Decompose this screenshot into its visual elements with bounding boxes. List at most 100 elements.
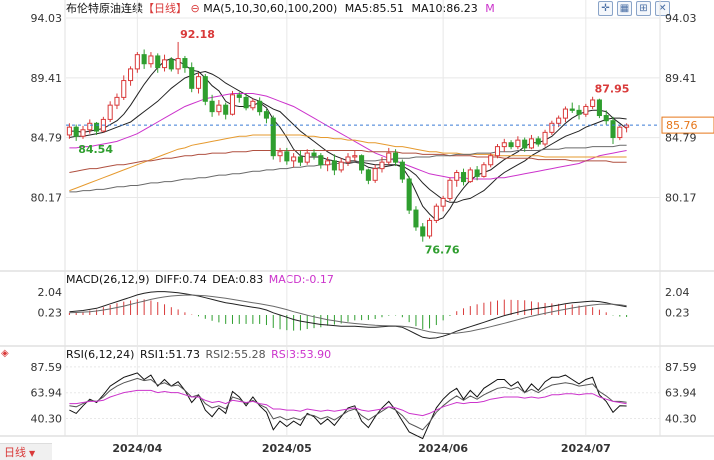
ma5-value: MA5:85.51	[344, 2, 404, 15]
rsi-y-tick-label-right: 40.30	[665, 413, 697, 426]
candle-body	[590, 99, 596, 107]
macd-y-tick-label-right: 0.23	[665, 306, 690, 319]
x-tick-label: 2024/05	[262, 442, 312, 455]
more-ma-toggle[interactable]: M	[485, 2, 495, 15]
crosshair-icon[interactable]: ✛	[598, 1, 613, 16]
candle-body	[440, 197, 446, 207]
candle-body	[216, 104, 222, 113]
settings-icon[interactable]: ⊖	[190, 2, 200, 15]
price-y-tick-label-right: 94.03	[665, 12, 697, 25]
period-button[interactable]: 日线 ▼	[4, 444, 35, 460]
candle-body	[617, 126, 623, 139]
period-button-label: 日线	[4, 446, 26, 459]
x-tick-label: 2024/07	[561, 442, 611, 455]
candle-body	[379, 161, 385, 170]
candle-body	[263, 111, 269, 119]
current-price-label: 85.76	[666, 119, 698, 132]
rsi-y-tick-label: 87.59	[31, 361, 63, 374]
close-icon[interactable]: ✕	[655, 1, 670, 16]
candle-body	[243, 96, 249, 109]
candle-body	[427, 219, 433, 237]
candle-body	[318, 155, 324, 166]
candle-body	[284, 151, 290, 162]
candle-body	[128, 68, 134, 82]
candle-body	[508, 142, 514, 148]
macd-params: MACD(26,12,9)	[66, 273, 150, 286]
candle-body	[447, 179, 453, 199]
candle-body	[393, 152, 399, 163]
macd-header: MACD(26,12,9) DIFF:0.74 DEA:0.83 MACD:-0…	[66, 273, 334, 287]
rsi-y-tick-label-right: 87.59	[665, 361, 697, 374]
candle-body	[556, 117, 562, 124]
candle-body	[182, 58, 188, 69]
rsi-line-rsi1	[69, 372, 627, 440]
candle-body	[209, 100, 215, 113]
candle-body	[73, 126, 79, 137]
price-header: 布伦特原油连续【日线】 ⊖ MA(5,10,30,60,100,200) MA5…	[66, 2, 495, 16]
candle-body	[121, 80, 127, 98]
candle-body	[277, 151, 283, 157]
period-label[interactable]: 【日线】	[143, 2, 187, 15]
macd-diff-line	[69, 291, 627, 339]
ma-params: MA(5,10,30,60,100,200)	[203, 2, 338, 15]
candle-body	[522, 139, 528, 149]
price-y-tick-label-right: 89.41	[665, 72, 697, 85]
rsi1-value: RSI1:51.73	[139, 348, 201, 361]
candle-body	[229, 94, 236, 115]
candle-body	[223, 104, 229, 115]
macd-dea-line	[69, 294, 627, 334]
price-y-tick-label: 84.79	[31, 132, 63, 145]
rsi-y-tick-label: 40.30	[31, 413, 63, 426]
candle-body	[386, 152, 392, 163]
macd-y-tick-label: 2.04	[38, 286, 63, 299]
ma-line-ma60	[69, 134, 627, 192]
macd-y-tick-label-right: 2.04	[665, 286, 690, 299]
candle-body	[372, 168, 378, 181]
candle-body	[331, 160, 337, 171]
candle-body	[80, 129, 86, 137]
candle-body	[460, 172, 467, 183]
candle-body	[161, 59, 168, 69]
candle-body	[467, 169, 473, 183]
candle-body	[528, 138, 535, 149]
current-price-tag	[661, 116, 714, 134]
candle-body	[94, 122, 100, 132]
ma-line-ma200	[69, 144, 627, 193]
candle-body	[399, 161, 405, 180]
candle-body	[562, 108, 568, 119]
candle-body	[195, 76, 202, 89]
candle-body	[189, 67, 195, 89]
rsi-settings-icon[interactable]: ◈	[1, 348, 9, 359]
candle-body	[535, 138, 541, 145]
candle-body	[583, 105, 589, 115]
ma10-value: MA10:86.23	[411, 2, 478, 15]
candle-body	[87, 122, 93, 131]
candle-body	[202, 76, 208, 102]
candle-body	[270, 117, 276, 157]
extreme-label-high: 87.95	[595, 83, 630, 96]
x-tick-label: 2024/06	[418, 442, 468, 455]
candle-body	[569, 108, 575, 111]
candle-body	[413, 209, 419, 228]
x-tick-label: 2024/04	[112, 442, 162, 455]
candle-body	[338, 161, 344, 171]
extreme-label-low: 76.76	[425, 244, 460, 257]
candle-body	[515, 139, 521, 148]
price-y-tick-label-right: 80.17	[665, 192, 697, 205]
macd-y-tick-label: 0.23	[38, 306, 63, 319]
candle-body	[610, 120, 616, 139]
candle-body	[311, 152, 317, 157]
candle-body	[175, 58, 181, 70]
candle-body	[596, 99, 602, 117]
candle-body	[114, 96, 120, 106]
candle-body	[304, 152, 310, 163]
rsi-params: RSI(6,12,24)	[66, 348, 135, 361]
price-y-tick-label-right: 84.79	[665, 132, 697, 145]
candle-body	[134, 54, 140, 70]
zoom-icon[interactable]: ⊞	[636, 1, 651, 16]
candle-body	[66, 126, 72, 136]
macd-value: MACD:-0.17	[268, 273, 334, 286]
candle-body	[603, 115, 609, 122]
grid-layout-icon[interactable]: ▦	[617, 1, 632, 16]
